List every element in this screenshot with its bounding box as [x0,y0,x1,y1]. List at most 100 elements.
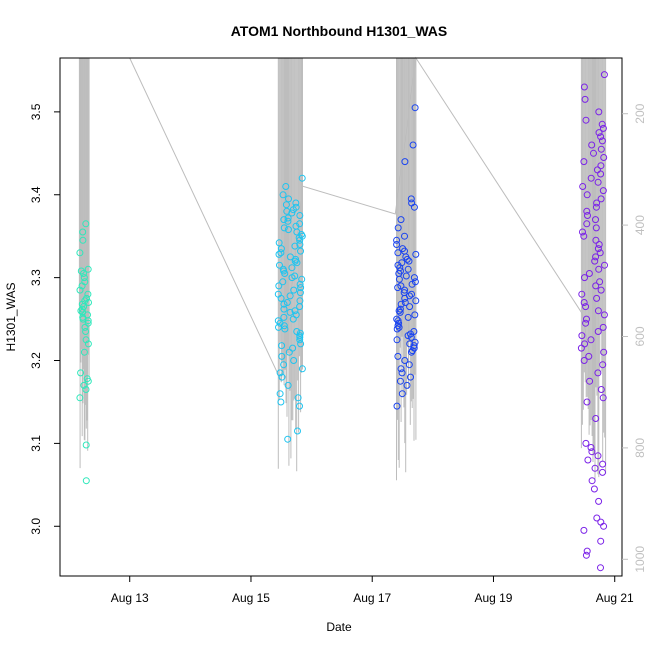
data-point [284,226,292,234]
data-point [594,452,602,460]
data-point [296,297,304,305]
data-point [76,286,84,294]
data-point [592,203,600,211]
data-point [401,357,409,364]
data-point [83,294,90,302]
data-point [84,319,92,327]
data-point [406,303,414,311]
data-point [280,361,288,369]
data-point [585,352,593,360]
data-point [579,183,587,190]
data-point [84,340,92,348]
data-point [280,216,288,224]
data-point [592,415,600,422]
data-point [592,236,600,244]
data-point [83,375,91,383]
data-point [410,342,418,350]
data-point [397,300,405,308]
data-point [600,311,608,319]
data-point [294,394,302,402]
data-point [284,214,292,222]
data-point [278,342,286,350]
data-point [297,284,305,292]
data-point [580,299,588,306]
data-point [591,464,599,472]
data-point [274,317,282,325]
data-point [393,336,401,344]
data-point [410,328,418,335]
data-point [281,325,289,333]
data-point [583,547,591,555]
data-point [275,239,283,247]
data-point [297,340,305,348]
data-point [290,357,298,364]
data-point [79,228,87,236]
data-point [278,373,286,381]
data-point [601,261,608,269]
data-point [600,522,608,530]
data-point [401,232,408,240]
data-point [280,305,288,313]
data-point [599,187,607,195]
data-point [275,250,283,258]
data-point [599,361,607,369]
data-point [284,381,292,389]
x-axis: Aug 13 Aug 15 Aug 17 Aug 19 Aug 21 [111,576,634,605]
data-point [593,294,601,302]
data-point [581,274,588,282]
data-point [593,199,601,207]
data-point [292,311,300,319]
data-point [580,526,588,534]
data-point [596,249,604,257]
data-point [284,217,292,225]
data-point [581,95,589,103]
data-point [593,166,601,174]
data-point [580,83,588,91]
data-point [394,317,402,325]
right-tick-label: 1000 [633,546,647,573]
data-point [282,201,290,209]
data-point [398,259,406,267]
data-point [588,141,596,149]
data-point [591,257,599,265]
data-point [594,307,602,315]
data-point [592,253,600,261]
data-point [279,191,287,199]
data-point [291,272,299,280]
data-point [277,245,285,253]
data-point [580,357,588,364]
data-point [296,241,304,248]
data-point [292,222,300,230]
data-point [412,250,420,258]
data-point [277,249,285,257]
data-point [599,323,607,331]
data-point [296,220,304,228]
data-point [275,282,283,290]
data-point [292,203,300,211]
data-point [598,120,606,128]
altitude-layer [78,56,607,481]
data-point [407,373,414,381]
data-point [401,299,409,306]
data-point [284,435,292,443]
data-point [297,247,304,255]
data-point [599,460,607,468]
x-tick-label: Aug 15 [232,591,270,605]
data-point [594,369,602,377]
data-point [581,340,589,348]
data-point [405,361,413,369]
data-point [394,352,402,360]
data-point [594,178,602,186]
data-point [580,232,588,240]
data-point [594,245,602,253]
data-point [597,537,605,545]
data-point [398,369,406,377]
data-point [393,241,401,248]
data-point [278,352,286,360]
data-point [408,199,416,207]
data-point [597,518,605,526]
data-point [597,386,605,393]
data-point [393,315,401,323]
plot-frame [59,57,623,577]
data-point [411,311,419,319]
